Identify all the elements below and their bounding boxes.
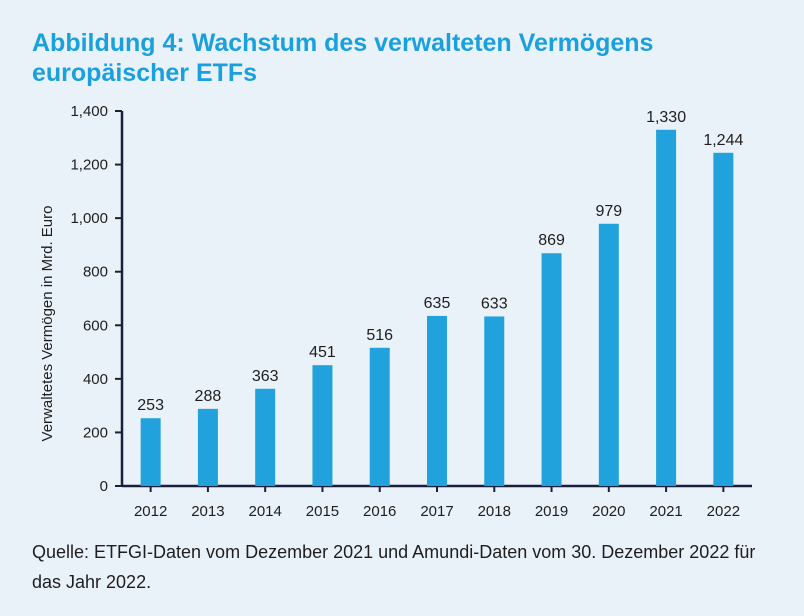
x-tick-label-2018: 2018 (478, 503, 511, 520)
data-label-2014: 363 (252, 368, 279, 385)
bar-2013 (197, 408, 218, 486)
data-label-2013: 288 (195, 388, 222, 405)
x-tick-label-2019: 2019 (535, 503, 568, 520)
bar-2019 (541, 253, 562, 486)
x-axis: 2012 2013 2014 2015 2016 2017 2018 2019 2020 2021… (122, 484, 752, 520)
bar-2015 (312, 365, 333, 486)
y-tick-label: 600 (83, 317, 108, 334)
x-tick-label-2013: 2013 (191, 503, 224, 520)
x-tick-label-2021: 2021 (649, 503, 682, 520)
y-tick-label: 200 (83, 424, 108, 441)
bar-2016 (369, 347, 390, 486)
bars (140, 129, 734, 487)
y-axis: 0 200 400 600 800 1,000 1,200 1,400 (70, 103, 124, 495)
data-label-2018: 633 (481, 295, 508, 312)
data-label-2017: 635 (424, 295, 451, 312)
data-label-2019: 869 (538, 232, 565, 249)
data-label-2016: 516 (366, 327, 393, 344)
y-tick-label: 400 (83, 371, 108, 388)
bar-2017 (427, 315, 447, 486)
bar-2020 (598, 223, 619, 486)
bar-2014 (255, 388, 276, 486)
y-tick-label: 0 (100, 478, 108, 495)
bar-2021 (656, 129, 677, 486)
y-tick-label: 1,000 (70, 210, 108, 227)
data-label-2012: 253 (137, 397, 164, 414)
x-tick-label-2020: 2020 (592, 503, 625, 520)
chart-title: Abbildung 4: Wachstum des verwalteten Ve… (32, 29, 654, 87)
x-tick-label-2012: 2012 (134, 503, 167, 520)
data-label-2020: 979 (595, 203, 622, 220)
x-tick-label-2017: 2017 (420, 503, 453, 520)
data-label-2015: 451 (309, 344, 336, 361)
bar-2012 (140, 418, 161, 486)
data-label-2022: 1,244 (703, 132, 743, 149)
y-tick-label: 800 (83, 264, 108, 281)
x-tick-label-2022: 2022 (707, 503, 740, 520)
bar-2022 (713, 152, 734, 487)
data-label-2021: 1,330 (646, 109, 686, 126)
data-labels: 253 288 363 451 516 635 633 869 979 1,330 1,244 (137, 109, 743, 414)
x-tick-label-2015: 2015 (306, 503, 339, 520)
y-axis-label: Verwaltetes Vermögen in Mrd. Euro (39, 206, 56, 442)
bar-2018 (484, 316, 505, 486)
x-tick-label-2014: 2014 (248, 503, 281, 520)
source-note: Quelle: ETFGI-Daten vom Dezember 2021 un… (32, 542, 756, 592)
x-tick-label-2016: 2016 (363, 503, 396, 520)
y-tick-label: 1,400 (70, 103, 108, 120)
y-tick-label: 1,200 (70, 157, 108, 174)
